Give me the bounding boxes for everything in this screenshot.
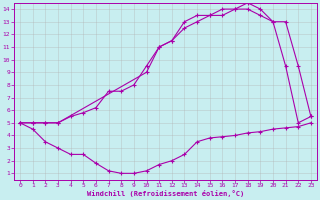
X-axis label: Windchill (Refroidissement éolien,°C): Windchill (Refroidissement éolien,°C) [87, 190, 244, 197]
